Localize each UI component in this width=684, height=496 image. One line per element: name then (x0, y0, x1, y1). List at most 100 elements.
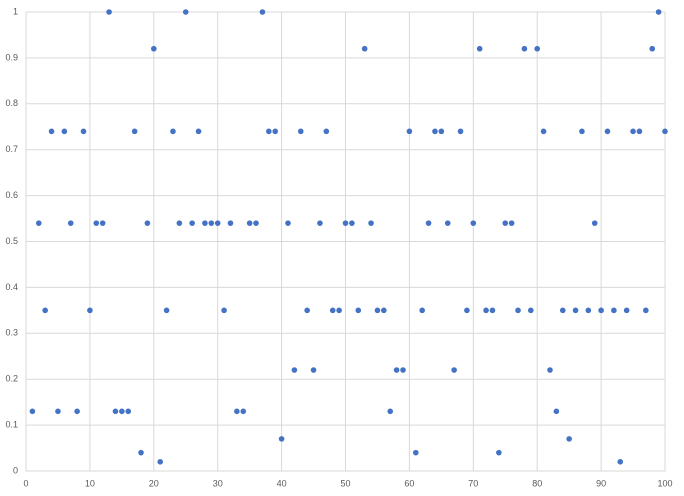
y-tick-label: 0 (13, 465, 18, 475)
point (508, 220, 515, 226)
x-tick-label: 10 (85, 478, 95, 488)
x-tick-label: 0 (23, 478, 28, 488)
point (662, 128, 668, 135)
point (227, 220, 234, 226)
point (412, 449, 419, 456)
x-tick-label: 70 (468, 478, 478, 488)
point (470, 220, 477, 226)
point (540, 128, 547, 135)
point (202, 220, 208, 226)
point (483, 307, 489, 314)
x-tick-label: 40 (277, 478, 287, 488)
point (400, 367, 406, 373)
point (457, 128, 464, 135)
point (297, 128, 304, 135)
point (208, 220, 215, 226)
point (221, 307, 227, 314)
point (528, 307, 534, 314)
point (572, 307, 579, 314)
point (144, 220, 151, 226)
point (61, 128, 68, 135)
point (48, 128, 55, 135)
point (138, 449, 144, 456)
point (80, 128, 87, 135)
point (151, 45, 157, 52)
y-tick-label: 0.5 (5, 236, 18, 246)
point (336, 307, 342, 314)
point (451, 367, 457, 373)
point (317, 220, 323, 226)
y-tick-label: 0.6 (5, 190, 18, 200)
point (368, 220, 374, 226)
point (291, 367, 298, 373)
point (655, 9, 662, 15)
point (170, 128, 176, 135)
point (591, 220, 598, 226)
point (515, 307, 521, 314)
point (374, 307, 381, 314)
point (125, 408, 132, 415)
point (617, 459, 624, 465)
point (630, 128, 636, 135)
point (55, 408, 61, 415)
point (285, 220, 291, 226)
x-tick-label: 20 (149, 478, 159, 488)
point (342, 220, 349, 226)
y-tick-label: 0.1 (5, 419, 18, 429)
point (553, 408, 560, 415)
point (406, 128, 413, 135)
point (636, 128, 643, 135)
x-tick-label: 60 (404, 478, 414, 488)
point (93, 220, 100, 226)
y-tick-label: 0.7 (5, 144, 18, 154)
point (87, 307, 93, 314)
point (547, 367, 553, 373)
point (131, 128, 138, 135)
point (272, 128, 279, 135)
point (259, 9, 266, 15)
point (381, 307, 387, 314)
point (67, 220, 74, 226)
point (393, 367, 400, 373)
point (189, 220, 195, 226)
y-tick-label: 0.2 (5, 374, 18, 384)
point (438, 128, 445, 135)
point (598, 307, 604, 314)
point (387, 408, 394, 415)
point (349, 220, 355, 226)
point (521, 45, 528, 52)
x-tick-label: 100 (657, 478, 672, 488)
point (310, 367, 317, 373)
point (157, 459, 163, 465)
point (566, 436, 572, 442)
point (604, 128, 611, 135)
point (246, 220, 253, 226)
point (355, 307, 362, 314)
point (496, 449, 502, 456)
point (42, 307, 48, 314)
point (119, 408, 125, 415)
point (35, 220, 42, 226)
point (623, 307, 630, 314)
point (419, 307, 425, 314)
point (559, 307, 566, 314)
point (579, 128, 585, 135)
point (476, 45, 483, 52)
y-tick-label: 0.8 (5, 98, 18, 108)
point (425, 220, 432, 226)
point (329, 307, 336, 314)
point (266, 128, 272, 135)
x-tick-label: 80 (532, 478, 542, 488)
point (99, 220, 106, 226)
point (214, 220, 221, 226)
y-tick-label: 1 (13, 6, 18, 16)
point (304, 307, 310, 314)
point (112, 408, 119, 415)
point (534, 45, 540, 52)
point (649, 45, 656, 52)
point (643, 307, 649, 314)
point (489, 307, 496, 314)
point (106, 9, 112, 15)
point (74, 408, 80, 415)
